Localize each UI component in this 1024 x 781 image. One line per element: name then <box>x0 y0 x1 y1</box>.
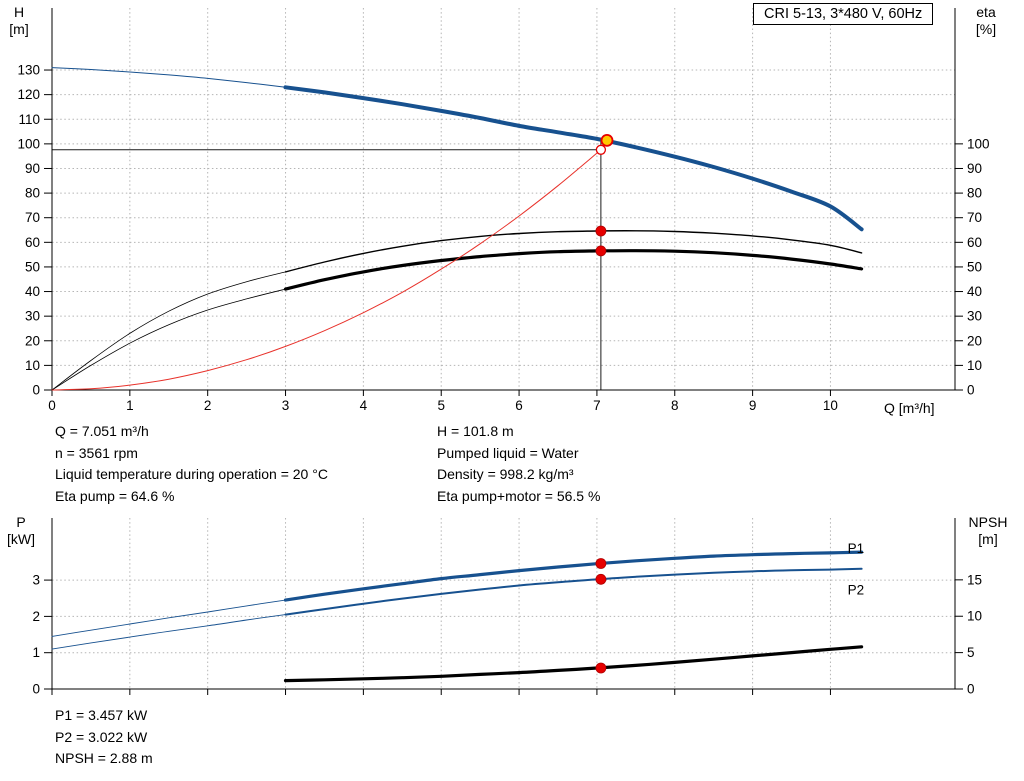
curve-point-marker <box>595 558 607 569</box>
duty-info-left: Q = 7.051 m³/h n = 3561 rpm Liquid tempe… <box>55 421 328 507</box>
info-eta-pump-motor: Eta pump+motor = 56.5 % <box>437 487 601 504</box>
eta-pump-motor-curve <box>283 249 864 291</box>
y-left-tick-label: 50 <box>25 259 40 274</box>
curve-point-marker <box>595 573 607 585</box>
x-tick-label: 2 <box>204 398 212 413</box>
y-right-tick-label: 50 <box>967 259 982 274</box>
p1-curve <box>283 550 864 602</box>
series-label-p1: P1 <box>848 541 865 556</box>
series-label-p2: P2 <box>848 583 865 598</box>
y-left-tick-label: 30 <box>25 309 40 324</box>
y-left-tick-label: 0 <box>32 682 40 697</box>
y-left-tick-label: 20 <box>25 333 40 348</box>
y-left-tick-label: 130 <box>17 63 40 78</box>
y-right-tick-label: 5 <box>967 645 975 660</box>
p-axis-label: P [kW] <box>7 514 35 547</box>
x-tick-label: 8 <box>671 398 679 413</box>
y-right-tick-label: 30 <box>967 309 982 324</box>
info-speed: n = 3561 rpm <box>55 444 138 461</box>
power-npsh-plot: 0 1 2 3 0 5 10 15 P1 P2 <box>32 518 982 697</box>
y-left-tick-label: 3 <box>32 573 40 588</box>
y-right-tick-label: 15 <box>967 572 982 587</box>
y-left-tick-label: 10 <box>25 358 40 373</box>
y-right-tick-label: 60 <box>967 235 982 250</box>
y-left-tick-label: 1 <box>32 645 40 660</box>
eta-pump-motor-curve-thin <box>51 288 286 391</box>
x-tick-label: 3 <box>282 398 290 413</box>
curve-point-marker <box>595 225 607 237</box>
y-right-tick-label: 0 <box>967 383 975 398</box>
y-right-tick-label: 40 <box>967 284 982 299</box>
x-tick-label: 10 <box>823 398 838 413</box>
y-left-tick-label: 90 <box>25 161 40 176</box>
x-tick-label: 5 <box>437 398 445 413</box>
x-tick-label: 9 <box>749 398 757 413</box>
y-left-tick-label: 60 <box>25 235 40 250</box>
y-left-tick-label: 0 <box>32 383 40 398</box>
npsh-axis-label: NPSH [m] <box>968 514 1008 547</box>
q-axis-label: Q [m³/h] <box>884 400 935 416</box>
curve-title-box: CRI 5-13, 3*480 V, 60Hz <box>753 3 934 25</box>
y-left-tick-label: 120 <box>17 87 40 102</box>
y-right-tick-label: 80 <box>967 186 982 201</box>
x-tick-label: 7 <box>593 398 601 413</box>
info-density: Density = 998.2 kg/m³ <box>437 466 574 482</box>
info-head: H = 101.8 m <box>437 423 514 439</box>
y-left-tick-label: 40 <box>25 284 40 299</box>
h-axis-label: H [m] <box>9 4 29 37</box>
y-left-tick-label: 110 <box>18 112 40 127</box>
x-tick-label: 0 <box>48 398 56 413</box>
power-info: P1 = 3.457 kW P2 = 3.022 kW NPSH = 2.88 … <box>55 705 153 770</box>
y-right-tick-label: 0 <box>967 682 975 697</box>
x-tick-label: 4 <box>360 398 368 413</box>
duty-info-right: H = 101.8 m Pumped liquid = Water Densit… <box>437 421 600 507</box>
p2-curve-thin <box>51 614 286 650</box>
info-temperature: Liquid temperature during operation = 20… <box>55 466 328 482</box>
qh-performance-plot: 0102030405060708090100110120130010203040… <box>17 8 990 413</box>
y-right-tick-label: 10 <box>967 358 982 373</box>
p2-curve <box>284 567 863 616</box>
y-right-tick-label: 20 <box>967 333 982 348</box>
info-p1: P1 = 3.457 kW <box>55 707 148 723</box>
info-npsh: NPSH = 2.88 m <box>55 750 153 766</box>
head-curve-thin <box>51 67 286 88</box>
y-left-tick-label: 80 <box>25 186 40 201</box>
info-liquid: Pumped liquid = Water <box>437 444 579 461</box>
y-left-tick-label: 70 <box>25 210 40 225</box>
y-right-tick-label: 100 <box>967 136 990 151</box>
curve-title: CRI 5-13, 3*480 V, 60Hz <box>764 6 923 22</box>
y-right-tick-label: 70 <box>967 210 982 225</box>
y-left-tick-label: 2 <box>32 609 40 624</box>
x-tick-label: 6 <box>515 398 523 413</box>
y-right-tick-label: 10 <box>967 609 982 624</box>
info-eta-pump: Eta pump = 64.6 % <box>55 487 175 504</box>
info-flow: Q = 7.051 m³/h <box>55 423 149 439</box>
eta-pump-curve <box>284 230 863 273</box>
npsh-curve <box>283 645 864 683</box>
y-left-tick-label: 100 <box>17 136 40 151</box>
eta-axis-label: eta [%] <box>975 4 997 37</box>
eta-pump-curve-thin <box>51 271 286 391</box>
y-right-tick-label: 90 <box>967 161 982 176</box>
info-p2: P2 = 3.022 kW <box>55 728 148 745</box>
curve-point-marker <box>595 662 607 674</box>
p1-curve-thin <box>51 599 286 637</box>
duty-point-marker <box>600 133 614 147</box>
x-tick-label: 1 <box>126 398 134 413</box>
curve-point-marker <box>595 245 607 257</box>
head-curve <box>283 85 864 232</box>
duty-parabola-curve <box>51 149 602 391</box>
requested-duty-marker <box>595 144 607 155</box>
